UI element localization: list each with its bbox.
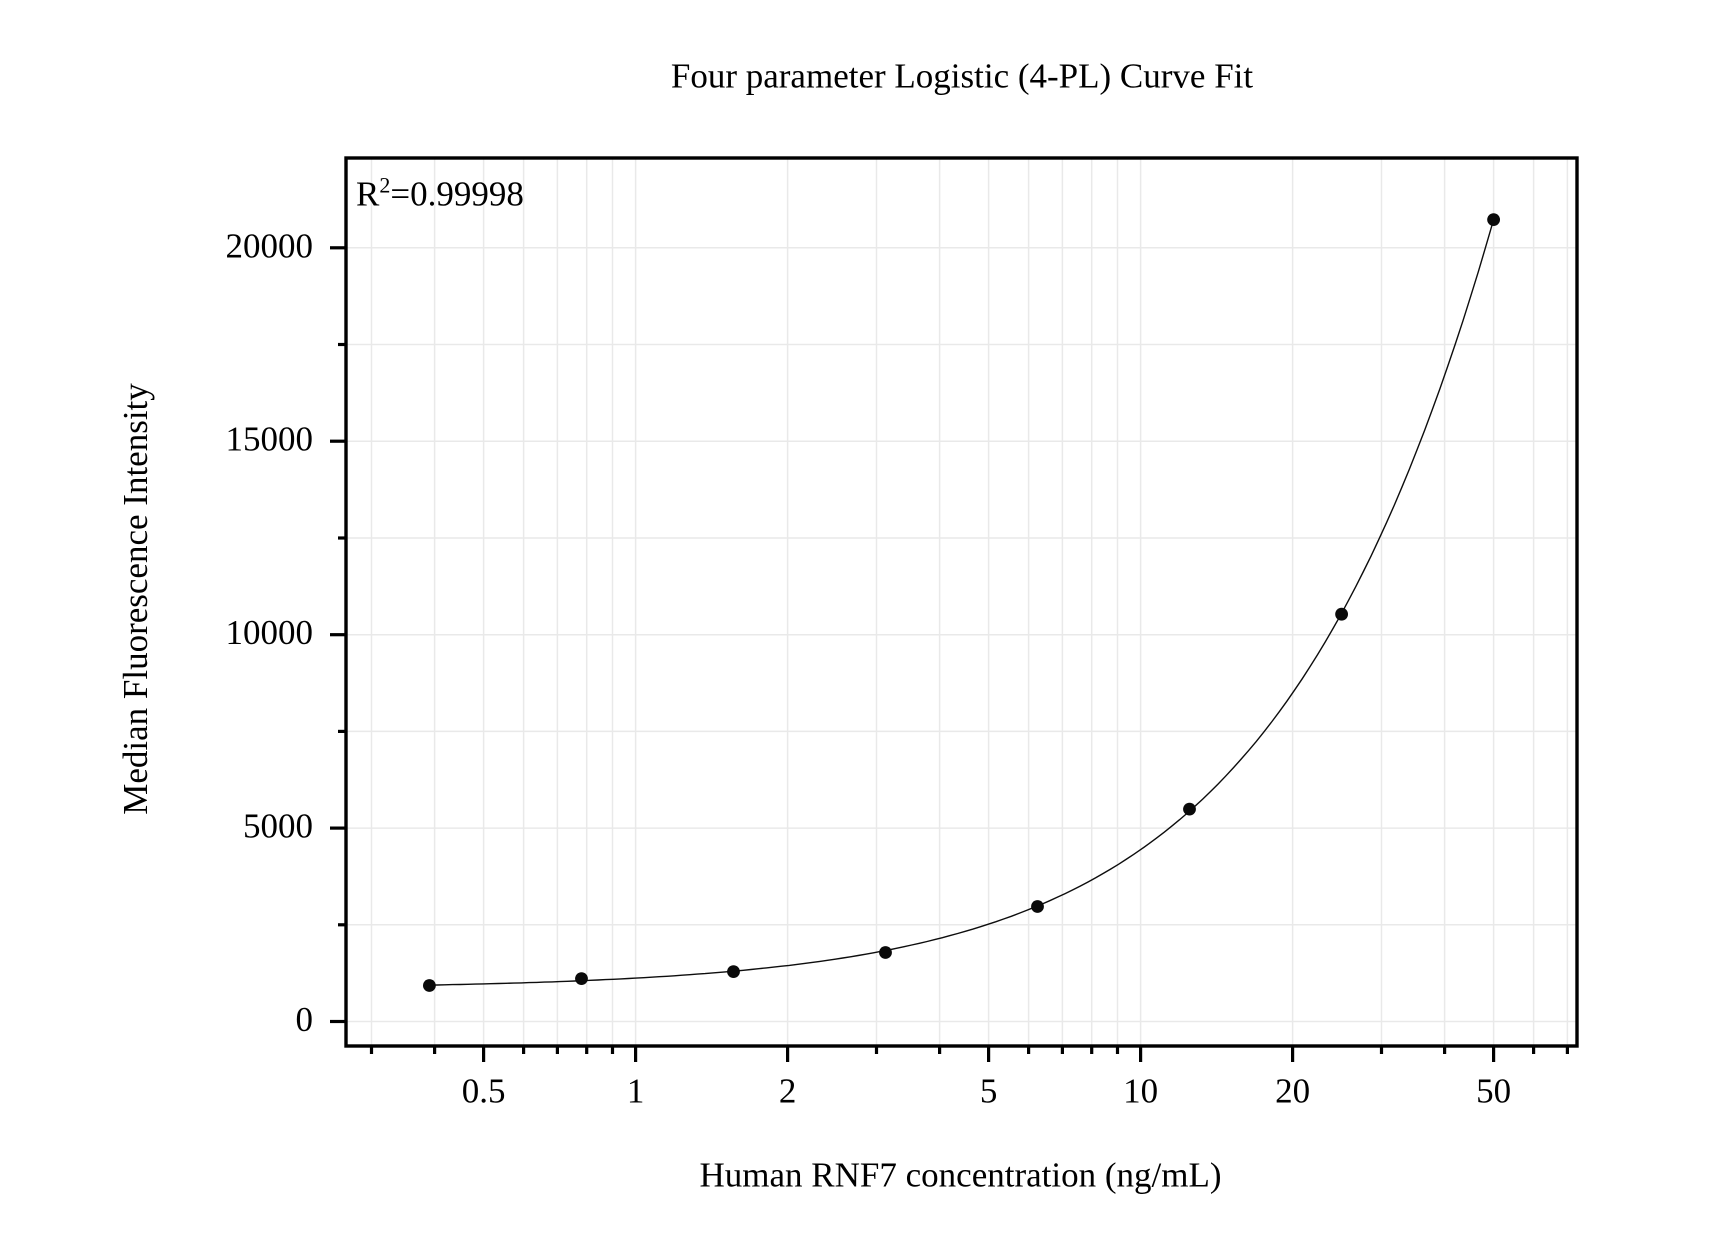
svg-text:Human RNF7 concentration (ng/m: Human RNF7 concentration (ng/mL) [700, 1156, 1222, 1195]
svg-text:10000: 10000 [226, 613, 314, 652]
svg-text:2: 2 [779, 1072, 797, 1111]
svg-text:5: 5 [980, 1072, 998, 1111]
svg-text:5000: 5000 [243, 807, 313, 846]
svg-text:10: 10 [1123, 1072, 1158, 1111]
svg-text:50: 50 [1476, 1072, 1511, 1111]
svg-text:Median Fluorescence Intensity: Median Fluorescence Intensity [116, 383, 155, 815]
svg-text:Four parameter Logistic (4-PL): Four parameter Logistic (4-PL) Curve Fit [671, 57, 1254, 96]
svg-text:15000: 15000 [226, 420, 314, 459]
svg-text:0: 0 [296, 1000, 314, 1039]
svg-text:20: 20 [1275, 1072, 1310, 1111]
svg-text:0.5: 0.5 [462, 1072, 506, 1111]
svg-text:20000: 20000 [226, 226, 314, 265]
svg-text:1: 1 [627, 1072, 645, 1111]
